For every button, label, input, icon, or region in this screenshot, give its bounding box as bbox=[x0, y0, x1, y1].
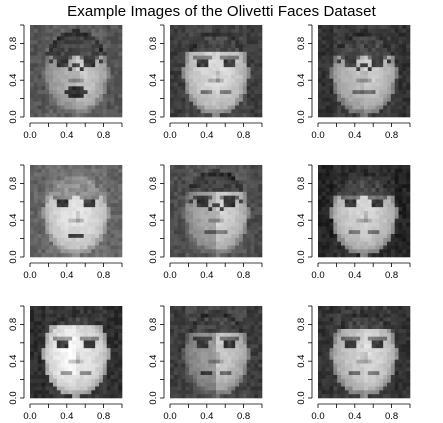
y-tick-label: 0.4 bbox=[8, 74, 19, 87]
x-tick-label: 0.8 bbox=[385, 411, 398, 422]
y-tick-label: 0.8 bbox=[8, 318, 19, 331]
face-panel: 0.0 0.4 0.8 0.0 0.4 0.8 bbox=[148, 305, 263, 422]
face-image bbox=[30, 25, 123, 118]
x-axis: 0.0 0.4 0.8 bbox=[311, 403, 411, 422]
face-image bbox=[30, 165, 123, 258]
face-panel: 0.0 0.4 0.8 0.0 0.4 0.8 bbox=[8, 305, 123, 422]
y-tick-label: 0.8 bbox=[296, 177, 307, 190]
x-tick-label: 0.0 bbox=[311, 270, 324, 281]
y-tick-label: 0.4 bbox=[296, 355, 307, 368]
y-tick-label: 0.8 bbox=[8, 177, 19, 190]
face-image bbox=[318, 306, 411, 399]
face-image bbox=[170, 165, 263, 258]
face-panel: 0.0 0.4 0.8 0.0 0.4 0.8 bbox=[148, 24, 263, 141]
face-panel: 0.0 0.4 0.8 0.0 0.4 0.8 bbox=[148, 164, 263, 281]
panels-layer: 0.0 0.4 0.80.00.40.80.0 0.4 0.80.00.40.80.0 0… bbox=[8, 24, 411, 422]
y-tick-label: 0.4 bbox=[148, 214, 159, 227]
y-tick-label: 0.8 bbox=[296, 318, 307, 331]
x-tick-label: 0.8 bbox=[237, 270, 250, 281]
y-tick-label: 0.8 bbox=[296, 37, 307, 50]
x-tick-label: 0.0 bbox=[311, 411, 324, 422]
y-tick-label: 0.0 bbox=[148, 250, 159, 263]
x-tick-label: 0.0 bbox=[23, 270, 36, 281]
x-axis: 0.0 0.4 0.8 bbox=[23, 122, 123, 141]
x-tick-label: 0.4 bbox=[348, 130, 361, 141]
x-tick-label: 0.8 bbox=[385, 270, 398, 281]
x-axis: 0.0 0.4 0.8 bbox=[23, 262, 123, 281]
y-axis: 0.0 0.4 0.8 bbox=[296, 164, 313, 264]
figure-title: Example Images of the Olivetti Faces Dat… bbox=[67, 3, 376, 20]
y-axis: 0.0 0.4 0.8 bbox=[148, 164, 165, 264]
x-tick-label: 0.8 bbox=[97, 130, 110, 141]
x-tick-label: 0.4 bbox=[200, 411, 213, 422]
y-tick-label: 0.0 bbox=[8, 391, 19, 404]
x-tick-label: 0.4 bbox=[200, 270, 213, 281]
y-tick-label: 0.8 bbox=[8, 37, 19, 50]
y-tick-label: 0.0 bbox=[296, 391, 307, 404]
face-image bbox=[30, 306, 123, 399]
y-tick-label: 0.4 bbox=[296, 214, 307, 227]
face-image bbox=[170, 25, 263, 118]
x-tick-label: 0.8 bbox=[237, 130, 250, 141]
y-tick-label: 0.8 bbox=[148, 177, 159, 190]
y-tick-label: 0.4 bbox=[296, 74, 307, 87]
y-tick-label: 0.4 bbox=[8, 214, 19, 227]
x-tick-label: 0.8 bbox=[97, 270, 110, 281]
y-axis: 0.0 0.4 0.8 bbox=[296, 24, 313, 124]
x-axis: 0.0 0.4 0.8 bbox=[163, 403, 263, 422]
y-tick-label: 0.0 bbox=[8, 110, 19, 123]
x-axis: 0.0 0.4 0.8 bbox=[311, 122, 411, 141]
x-tick-label: 0.4 bbox=[200, 130, 213, 141]
x-tick-label: 0.0 bbox=[23, 130, 36, 141]
y-tick-label: 0.4 bbox=[148, 355, 159, 368]
y-tick-label: 0.0 bbox=[296, 110, 307, 123]
x-tick-label: 0.4 bbox=[348, 411, 361, 422]
x-tick-label: 0.8 bbox=[97, 411, 110, 422]
x-tick-label: 0.0 bbox=[163, 130, 176, 141]
x-tick-label: 0.0 bbox=[311, 130, 324, 141]
y-tick-label: 0.0 bbox=[148, 391, 159, 404]
x-axis: 0.0 0.4 0.8 bbox=[163, 122, 263, 141]
x-tick-label: 0.4 bbox=[60, 130, 73, 141]
x-tick-label: 0.4 bbox=[60, 270, 73, 281]
face-image bbox=[318, 25, 411, 118]
face-panel: 0.0 0.4 0.8 0.0 0.4 0.8 bbox=[296, 305, 411, 422]
x-tick-label: 0.0 bbox=[23, 411, 36, 422]
face-panel: 0.0 0.4 0.8 0.0 0.4 0.8 bbox=[296, 164, 411, 281]
x-tick-label: 0.4 bbox=[60, 411, 73, 422]
y-axis: 0.0 0.4 0.8 bbox=[8, 164, 25, 264]
x-tick-label: 0.0 bbox=[163, 270, 176, 281]
x-tick-label: 0.8 bbox=[385, 130, 398, 141]
y-axis: 0.0 0.4 0.8 bbox=[8, 305, 25, 405]
face-panel: 0.0 0.4 0.8 0.0 0.4 0.8 bbox=[8, 164, 123, 281]
x-axis: 0.0 0.4 0.8 bbox=[23, 403, 123, 422]
face-panel: 0.0 0.4 0.8 0.0 0.4 0.8 bbox=[8, 24, 123, 141]
y-tick-label: 0.0 bbox=[148, 110, 159, 123]
x-axis: 0.0 0.4 0.8 bbox=[163, 262, 263, 281]
y-tick-label: 0.8 bbox=[148, 318, 159, 331]
y-axis: 0.0 0.4 0.8 bbox=[148, 305, 165, 405]
y-tick-label: 0.4 bbox=[148, 74, 159, 87]
x-axis: 0.0 0.4 0.8 bbox=[311, 262, 411, 281]
y-axis: 0.0 0.4 0.8 bbox=[148, 24, 165, 124]
y-axis: 0.0 0.4 0.8 bbox=[296, 305, 313, 405]
x-tick-label: 0.4 bbox=[348, 270, 361, 281]
y-tick-label: 0.4 bbox=[8, 355, 19, 368]
face-image bbox=[318, 165, 411, 258]
face-panel: 0.0 0.4 0.8 0.0 0.4 0.8 bbox=[296, 24, 411, 141]
y-tick-label: 0.8 bbox=[148, 37, 159, 50]
x-tick-label: 0.8 bbox=[237, 411, 250, 422]
y-axis: 0.0 0.4 0.8 bbox=[8, 24, 25, 124]
face-image bbox=[170, 306, 263, 399]
y-tick-label: 0.0 bbox=[8, 250, 19, 263]
x-tick-label: 0.0 bbox=[163, 411, 176, 422]
y-tick-label: 0.0 bbox=[296, 250, 307, 263]
